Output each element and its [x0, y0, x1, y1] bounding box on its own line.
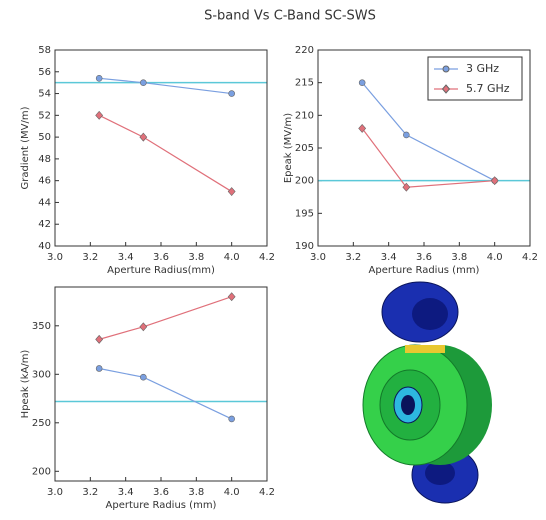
x-tick-label: 3.0 [47, 487, 63, 498]
y-axis-label: Gradient (MV/m) [20, 106, 31, 189]
x-axis-label: Aperture Radius(mm) [107, 265, 215, 276]
legend: 3 GHz 5.7 GHz [428, 57, 522, 100]
x-axis-label: Aperture Radius (mm) [369, 265, 480, 276]
y-tick-label: 54 [38, 89, 51, 100]
structure-rendering [363, 282, 492, 503]
legend-label: 5.7 GHz [466, 82, 510, 95]
legend-label: 3 GHz [466, 62, 499, 75]
x-tick-label: 3.4 [118, 252, 134, 263]
x-tick-label: 3.4 [118, 487, 134, 498]
marker [140, 80, 146, 86]
marker [140, 374, 146, 380]
y-tick-label: 210 [295, 110, 314, 121]
x-tick-label: 3.6 [153, 487, 169, 498]
y-tick-label: 200 [295, 176, 314, 187]
marker [229, 91, 235, 97]
x-tick-label: 3.0 [310, 252, 326, 263]
x-tick-label: 3.8 [188, 252, 204, 263]
x-tick-label: 4.2 [259, 487, 275, 498]
plot-area [55, 287, 267, 481]
y-tick-label: 50 [38, 132, 51, 143]
x-tick-label: 3.2 [82, 487, 98, 498]
y-tick-label: 56 [38, 67, 51, 78]
y-tick-label: 250 [32, 418, 51, 429]
x-tick-label: 3.8 [188, 487, 204, 498]
y-tick-label: 46 [38, 176, 51, 187]
y-tick-label: 350 [32, 321, 51, 332]
x-tick-label: 3.2 [345, 252, 361, 263]
y-tick-label: 205 [295, 143, 314, 154]
y-tick-label: 48 [38, 154, 51, 165]
x-tick-label: 4.0 [224, 252, 240, 263]
y-tick-label: 40 [38, 241, 51, 252]
figure: S-band Vs C-Band SC-SWS 3.0 3.2 3.4 3.6 3.8 4… [0, 0, 546, 516]
y-tick-label: 215 [295, 78, 314, 89]
chart: 3.0 3.2 3.4 3.6 3.8 4.0 4.2 190 195 200 205 210 215 2… [283, 45, 538, 276]
y-axis-label: Hpeak (kA/m) [20, 350, 31, 419]
marker [96, 365, 102, 371]
x-tick-label: 4.2 [259, 252, 275, 263]
x-tick-label: 3.8 [451, 252, 467, 263]
y-tick-label: 190 [295, 241, 314, 252]
y-tick-label: 200 [32, 466, 51, 477]
x-axis-label: Aperture Radius (mm) [106, 500, 217, 511]
chart: 3.0 3.2 3.4 3.6 3.8 4.0 4.2 200 250 300 350 Apertur… [20, 287, 275, 511]
figure-title: S-band Vs C-Band SC-SWS [204, 9, 376, 24]
x-tick-label: 3.6 [153, 252, 169, 263]
chart: 3.0 3.2 3.4 3.6 3.8 4.0 4.2 40 42 44 46 48 50 52 54 56 5… [20, 45, 275, 276]
marker [403, 132, 409, 138]
marker [229, 416, 235, 422]
x-tick-label: 3.4 [381, 252, 397, 263]
x-tick-label: 4.2 [522, 252, 538, 263]
y-tick-label: 195 [295, 208, 314, 219]
y-tick-label: 220 [295, 45, 314, 56]
y-axis-label: Epeak (MV/m) [283, 113, 294, 183]
x-tick-label: 3.0 [47, 252, 63, 263]
y-tick-label: 58 [38, 45, 51, 56]
legend-marker [443, 66, 449, 72]
marker [96, 75, 102, 81]
x-tick-label: 3.6 [416, 252, 432, 263]
x-tick-label: 4.0 [487, 252, 503, 263]
y-tick-label: 42 [38, 219, 51, 230]
y-tick-label: 44 [38, 197, 51, 208]
marker [359, 80, 365, 86]
x-tick-label: 4.0 [224, 487, 240, 498]
y-tick-label: 300 [32, 369, 51, 380]
y-tick-label: 52 [38, 110, 51, 121]
x-tick-label: 3.2 [82, 252, 98, 263]
